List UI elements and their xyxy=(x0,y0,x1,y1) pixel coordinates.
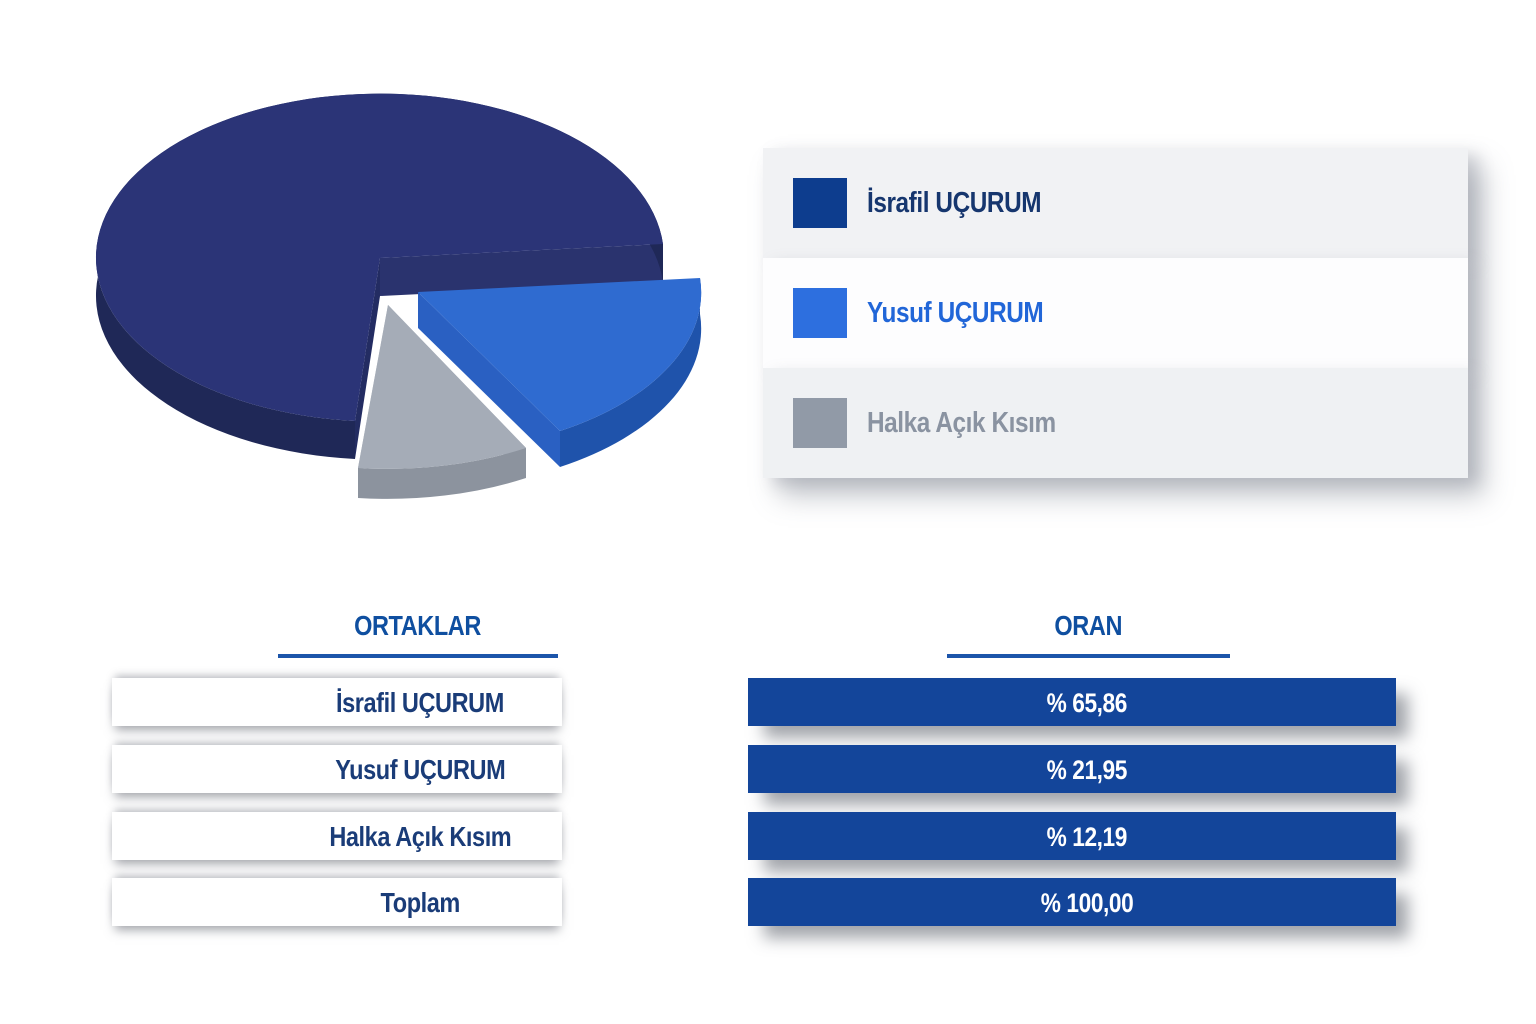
ratio-value: % 100,00 xyxy=(1040,888,1134,918)
legend-swatch-gray xyxy=(793,398,847,448)
partner-name: İsrafil UÇURUM xyxy=(336,687,504,718)
table-row-value-yusuf: % 21,95 xyxy=(748,745,1396,793)
legend-item-israfil: İsrafil UÇURUM xyxy=(763,148,1468,258)
table-row-name-yusuf: Yusuf UÇURUM xyxy=(112,745,562,793)
pie-gray-rim xyxy=(358,448,526,499)
legend-panel: İsrafil UÇURUM Yusuf UÇURUM Halka Açık K… xyxy=(763,148,1468,478)
ratio-value: % 12,19 xyxy=(1046,822,1128,852)
legend-label: Halka Açık Kısım xyxy=(867,406,1056,439)
ratio-value: % 21,95 xyxy=(1046,755,1128,785)
table-row-name-israfil: İsrafil UÇURUM xyxy=(112,678,562,726)
partner-name: Yusuf UÇURUM xyxy=(334,754,506,785)
pie-blue-wall-left-face xyxy=(418,292,560,467)
legend-item-halka-acik: Halka Açık Kısım xyxy=(763,368,1468,478)
column-header-text: ORTAKLAR xyxy=(354,610,482,641)
legend-item-yusuf: Yusuf UÇURUM xyxy=(763,258,1468,368)
legend-swatch-navy xyxy=(793,178,847,228)
legend-swatch-blue xyxy=(793,288,847,338)
table-row-name-toplam: Toplam xyxy=(112,878,562,926)
ratio-value: % 65,86 xyxy=(1046,688,1128,718)
pie-navy-wall-left-face xyxy=(355,258,380,459)
column-header-ortaklar: ORTAKLAR xyxy=(278,610,558,658)
table-row-value-israfil: % 65,86 xyxy=(748,678,1396,726)
pie-slice-yusuf xyxy=(418,278,702,431)
pie-navy-wall-notch-face xyxy=(380,244,663,296)
table-row-value-toplam: % 100,00 xyxy=(748,878,1396,926)
pie-blue-rim xyxy=(560,278,702,467)
pie-chart xyxy=(95,93,702,499)
table-row-name-halka-acik: Halka Açık Kısım xyxy=(112,812,562,860)
partner-name: Toplam xyxy=(380,887,460,918)
column-header-oran: ORAN xyxy=(947,610,1230,658)
pie-slice-halka-acik xyxy=(358,305,526,469)
column-header-text: ORAN xyxy=(1054,610,1123,641)
pie-slice-israfil xyxy=(95,93,663,421)
table-row-value-halka-acik: % 12,19 xyxy=(748,812,1396,860)
partner-name: Halka Açık Kısım xyxy=(329,821,511,852)
legend-label: Yusuf UÇURUM xyxy=(867,296,1044,329)
legend-label: İsrafil UÇURUM xyxy=(867,186,1042,219)
